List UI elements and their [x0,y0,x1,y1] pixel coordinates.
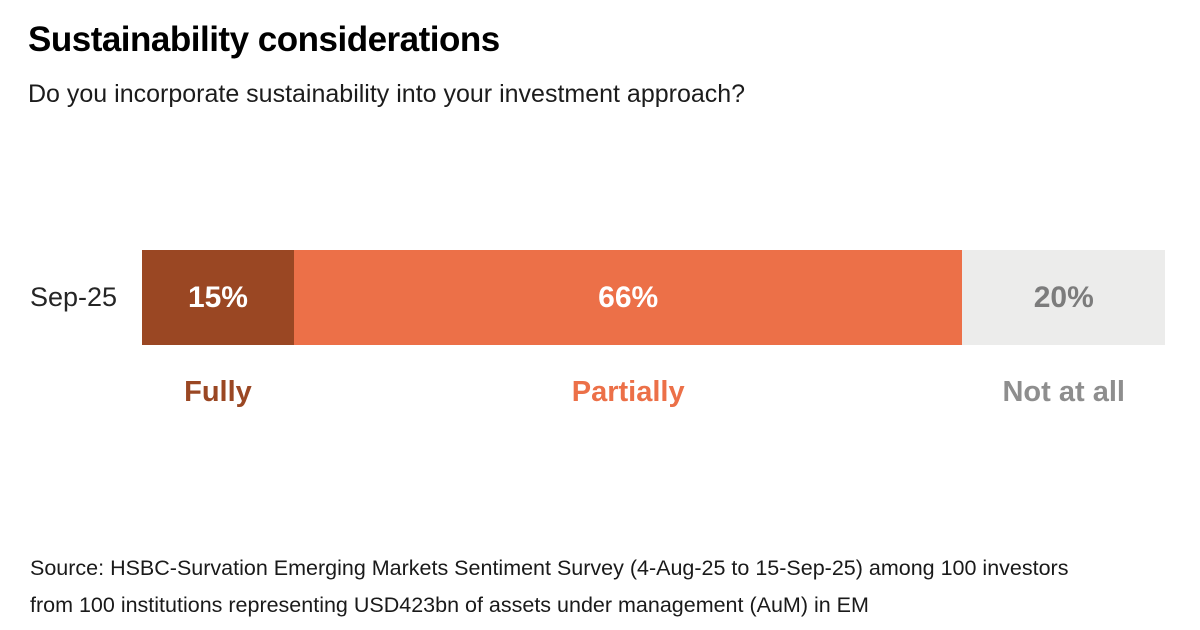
bar-segment-not-at-all: 20% [962,250,1166,345]
category-label-partially: Partially [571,376,685,408]
stacked-bar: 15% 66% 20% [142,250,1166,345]
bar-segment-partially: 66% [293,250,963,345]
bar-row-label: Sep-25 [30,282,118,312]
source-line-1: Source: HSBC-Survation Emerging Markets … [30,556,1069,580]
category-label-not-at-all: Not at all [1002,376,1125,408]
segment-value-label-fully: 15% [187,280,248,314]
chart-title: Sustainability considerations [28,20,500,59]
source-line-2: from 100 institutions representing USD42… [30,593,869,617]
segment-value-label-partially: 66% [598,280,659,314]
chart-subtitle: Do you incorporate sustainability into y… [28,80,746,108]
segment-value-label-not-at-all: 20% [1033,280,1094,314]
bar-segment-fully: 15% [142,250,294,345]
category-label-fully: Fully [184,376,252,408]
source-note: Source: HSBC-Survation Emerging Markets … [30,550,1180,624]
category-labels: Fully Partially Not at all [142,376,1165,409]
